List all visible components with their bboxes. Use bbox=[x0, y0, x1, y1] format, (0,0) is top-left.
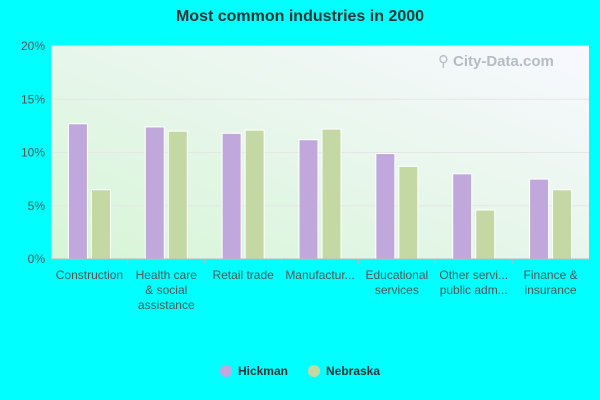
x-tick-label: insurance bbox=[525, 283, 577, 297]
bar-hickman bbox=[529, 178, 550, 260]
x-tick-label: Retail trade bbox=[212, 268, 274, 282]
y-tick-label: 20% bbox=[21, 39, 45, 53]
x-tick-label: services bbox=[375, 283, 419, 297]
bar-nebraska bbox=[321, 128, 342, 260]
bar-hickman bbox=[298, 139, 319, 260]
bar-nebraska bbox=[552, 189, 573, 260]
x-tick-label: Manufactur... bbox=[285, 268, 354, 282]
legend-item-hickman: Hickman bbox=[219, 364, 288, 378]
bar-hickman bbox=[67, 123, 88, 260]
x-tick-label: assistance bbox=[138, 298, 195, 312]
bar-hickman bbox=[144, 126, 165, 260]
watermark-text: City-Data.com bbox=[453, 52, 554, 70]
legend-item-nebraska: Nebraska bbox=[307, 364, 381, 378]
x-tick-label: Other servi... bbox=[439, 268, 508, 282]
y-tick-label: 15% bbox=[21, 92, 45, 106]
bar-nebraska bbox=[167, 130, 188, 260]
watermark: ⚲ City-Data.com bbox=[438, 52, 554, 71]
y-tick-label: 10% bbox=[21, 146, 45, 160]
chart-title: Most common industries in 2000 bbox=[175, 8, 425, 25]
x-tick-label: Health care bbox=[136, 268, 198, 282]
legend-label-nebraska: Nebraska bbox=[325, 364, 381, 378]
x-tick-label: & social bbox=[145, 283, 187, 297]
legend-swatch-nebraska bbox=[307, 365, 320, 377]
bar-nebraska bbox=[398, 165, 419, 260]
y-tick-label: 5% bbox=[28, 199, 46, 213]
legend-label-hickman: Hickman bbox=[237, 364, 288, 378]
legend-swatch-hickman bbox=[219, 365, 232, 377]
bar-hickman bbox=[375, 153, 396, 260]
x-tick-label: public adm... bbox=[440, 283, 508, 297]
bar-nebraska bbox=[475, 209, 496, 260]
x-tick-label: Construction bbox=[56, 268, 123, 282]
search-icon: ⚲ bbox=[438, 53, 449, 70]
bar-hickman bbox=[452, 173, 473, 260]
bar-nebraska bbox=[90, 189, 111, 260]
bar-nebraska bbox=[244, 129, 265, 260]
y-tick-label: 0% bbox=[28, 252, 46, 266]
legend: Hickman Nebraska bbox=[0, 364, 600, 378]
bar-hickman bbox=[221, 132, 242, 260]
x-tick-label: Finance & bbox=[524, 268, 578, 282]
x-tick-label: Educational bbox=[365, 268, 428, 282]
